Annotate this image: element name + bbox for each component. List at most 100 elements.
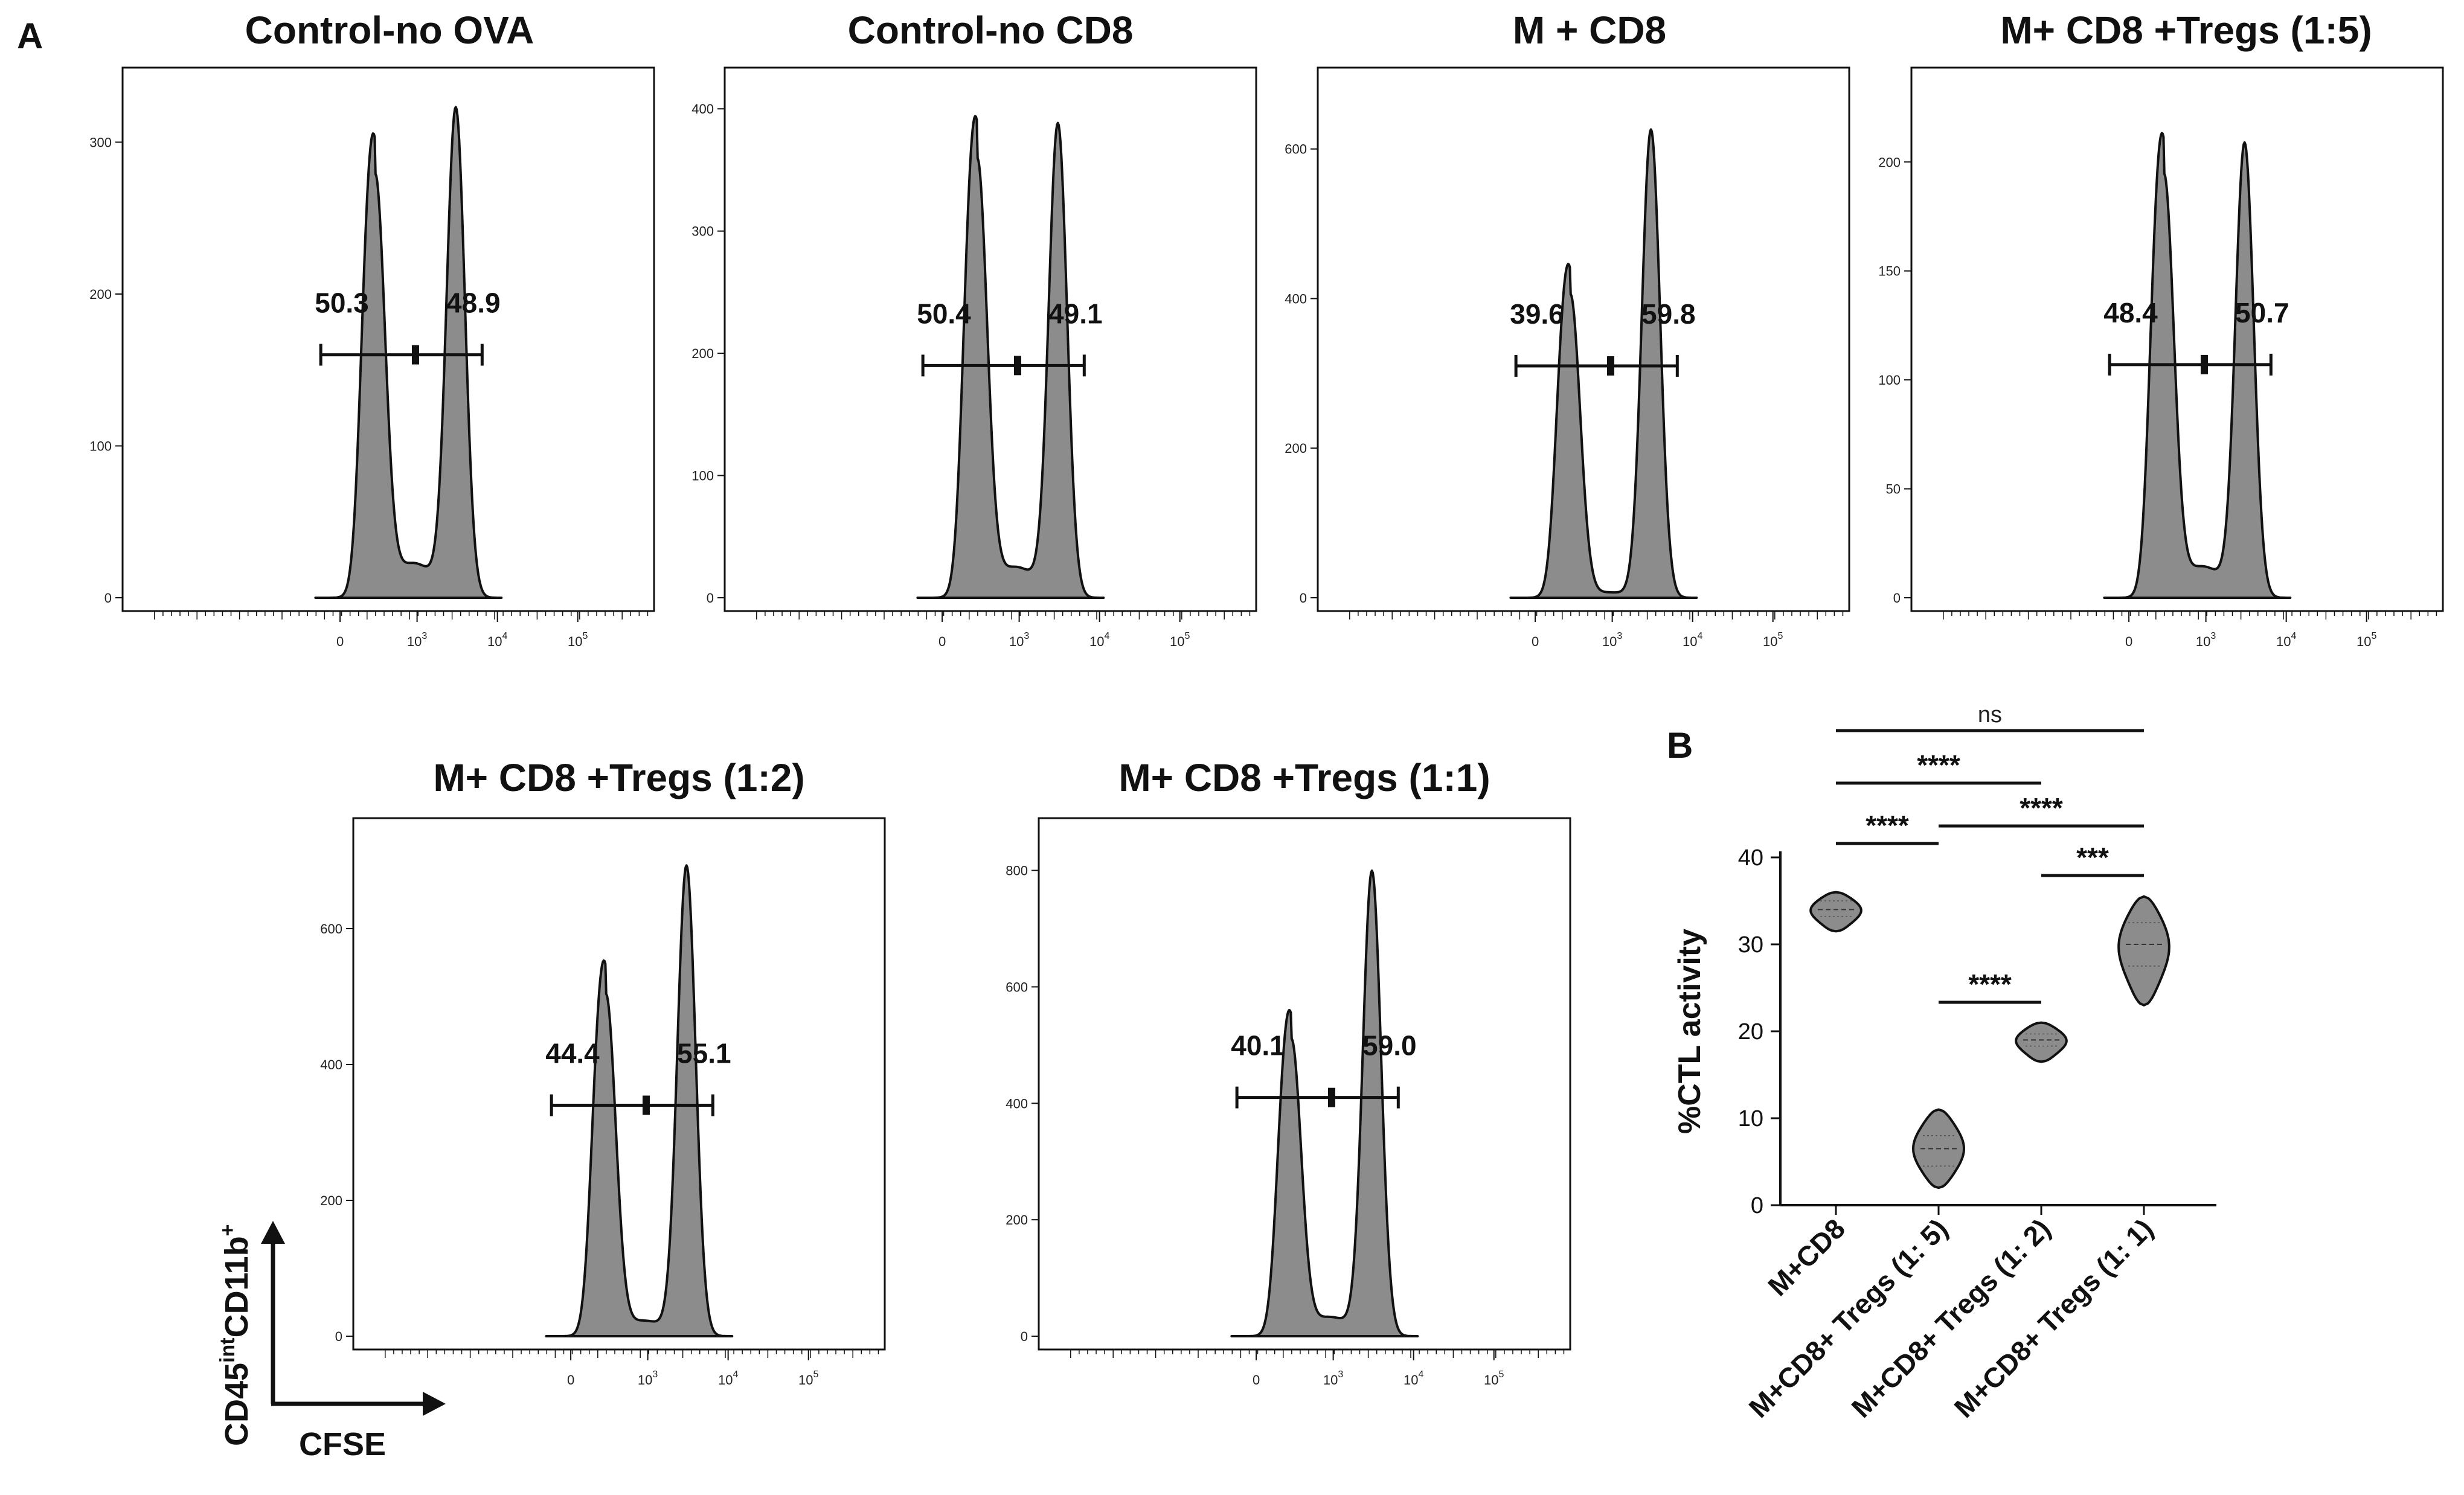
x-tick-label: 105 (1763, 631, 1783, 649)
histogram-curve (545, 864, 734, 1337)
y-axis-legend-label: CD45intCD11b+ (216, 1224, 255, 1446)
violin-y-tick-label: 10 (1738, 1106, 1763, 1132)
histogram-curve (1230, 869, 1419, 1337)
y-tick-label: 150 (1878, 264, 1901, 279)
y-tick-label: 100 (691, 469, 714, 484)
violin-shape (1809, 891, 1862, 933)
gate-right-percent: 48.9 (446, 287, 501, 319)
y-tick-label: 200 (320, 1193, 342, 1208)
significance-bracket-4: **** (1836, 810, 1939, 845)
x-tick-label: 0 (1532, 634, 1539, 649)
significance-bracket-3: **** (1939, 792, 2144, 828)
gate-right-percent: 59.8 (1641, 298, 1696, 330)
x-tick-label: 105 (2357, 631, 2376, 649)
violin-shape (2015, 1021, 2068, 1063)
violin-category-label: M+CD8+ Tregs (1: 2) (1846, 1212, 2056, 1423)
histogram-panel-6: M+ CD8 +Tregs (1:1) 0 200 400 600 800 0 103 104 1… (1006, 756, 1571, 1388)
x-tick-label: 105 (568, 631, 588, 649)
plot-frame (1317, 66, 1850, 612)
y-tick-label: 800 (1006, 863, 1028, 879)
histogram-curve (1509, 128, 1698, 599)
violin-category-label: M+CD8+ Tregs (1: 5) (1743, 1212, 1954, 1423)
y-tick-label: 50 (1886, 482, 1901, 497)
significance-label: ns (1978, 702, 2002, 728)
y-tick-label: 0 (1300, 591, 1307, 606)
gate-left-percent: 40.1 (1231, 1030, 1285, 1061)
plot-frame (352, 817, 886, 1351)
violin-1: M+CD8 (1762, 891, 1862, 1302)
y-tick-label: 0 (707, 591, 714, 606)
gate-divider (642, 1095, 650, 1115)
histogram-curve (314, 106, 503, 599)
cd45-cfse-axis-legend: CD45intCD11b+ CFSE (216, 1221, 446, 1462)
gate-left-percent: 50.3 (315, 287, 369, 319)
histogram-title: M+ CD8 +Tregs (1:1) (1118, 756, 1490, 799)
violin-y-tick-label: 20 (1738, 1019, 1763, 1045)
y-tick-label: 0 (1893, 591, 1901, 606)
x-tick-label: 103 (1323, 1369, 1343, 1388)
x-tick-label: 103 (638, 1369, 658, 1388)
gate-divider (1013, 356, 1021, 376)
histogram-title: Control-no CD8 (848, 8, 1134, 52)
y-tick-label: 400 (320, 1057, 342, 1072)
gate-right-percent: 49.1 (1048, 298, 1103, 329)
violin-y-tick-label: 30 (1738, 932, 1763, 958)
x-tick-label: 104 (718, 1369, 738, 1388)
x-tick-label: 0 (1253, 1372, 1260, 1388)
significance-bracket-2: **** (1836, 749, 2041, 785)
plot-frame (723, 66, 1257, 612)
x-tick-label: 104 (2276, 631, 2296, 649)
gate-right-percent: 55.1 (677, 1038, 731, 1069)
gate-left-percent: 50.4 (917, 298, 971, 329)
y-tick-label: 0 (104, 591, 112, 606)
significance-label: **** (1968, 968, 2012, 1000)
panel-label-a: A (17, 16, 43, 56)
violin-3: M+CD8+ Tregs (1: 2) (1846, 1021, 2068, 1424)
significance-bracket-1: ns (1836, 702, 2144, 732)
y-tick-label: 100 (1878, 373, 1901, 388)
x-tick-label: 103 (2196, 631, 2216, 649)
histogram-panel-4: M+ CD8 +Tregs (1:5) 0 50 100 150 200 0 103 104 10… (1878, 8, 2444, 649)
violin-category-label: M+CD8+ Tregs (1: 1) (1948, 1212, 2159, 1423)
x-tick-label: 104 (487, 631, 507, 649)
x-arrow-head (423, 1392, 446, 1416)
x-tick-label: 0 (567, 1372, 574, 1388)
significance-label: **** (1866, 810, 1909, 841)
y-tick-label: 600 (1006, 979, 1028, 994)
y-tick-label: 400 (1285, 291, 1307, 306)
y-tick-label: 200 (1878, 155, 1901, 170)
histogram-panel-1: Control-no OVA 0 100 200 300 0 103 104 105 50.3 48… (17, 8, 655, 649)
y-tick-label: 400 (691, 101, 714, 117)
gate-divider (1606, 356, 1614, 376)
y-tick-label: 400 (1006, 1096, 1028, 1111)
y-tick-label: 0 (335, 1329, 342, 1344)
gate-divider (411, 345, 419, 365)
x-tick-label: 105 (1484, 1369, 1504, 1388)
significance-label: **** (1917, 749, 1960, 781)
x-tick-label: 104 (1683, 631, 1702, 649)
significance-bracket-6: **** (1939, 968, 2041, 1004)
x-tick-label: 103 (1009, 631, 1029, 649)
histogram-title: Control-no OVA (245, 8, 534, 52)
violin-shape (2117, 895, 2170, 1007)
gate-divider (1327, 1087, 1335, 1107)
y-tick-label: 300 (89, 135, 112, 150)
x-tick-label: 104 (1089, 631, 1109, 649)
histogram-curve (916, 115, 1105, 599)
y-tick-label: 300 (691, 224, 714, 239)
significance-bracket-5: *** (2041, 842, 2144, 877)
histogram-title: M+ CD8 +Tregs (1:5) (2000, 8, 2372, 52)
violin-y-axis-label: %CTL activity (1672, 929, 1707, 1134)
gate-left-percent: 44.4 (545, 1038, 600, 1069)
gate-right-percent: 50.7 (2235, 297, 2289, 328)
y-tick-label: 600 (320, 921, 342, 936)
histogram-title: M+ CD8 +Tregs (1:2) (433, 756, 804, 799)
x-tick-label: 0 (336, 634, 344, 649)
y-tick-label: 600 (1285, 142, 1307, 157)
violin-y-tick-label: 40 (1738, 845, 1763, 871)
gate-left-percent: 48.4 (2103, 297, 2158, 328)
y-tick-label: 200 (1285, 441, 1307, 456)
histogram-panel-2: Control-no CD8 0 100 200 300 400 0 103 104 105 50.… (691, 8, 1257, 649)
x-tick-label: 0 (938, 634, 946, 649)
